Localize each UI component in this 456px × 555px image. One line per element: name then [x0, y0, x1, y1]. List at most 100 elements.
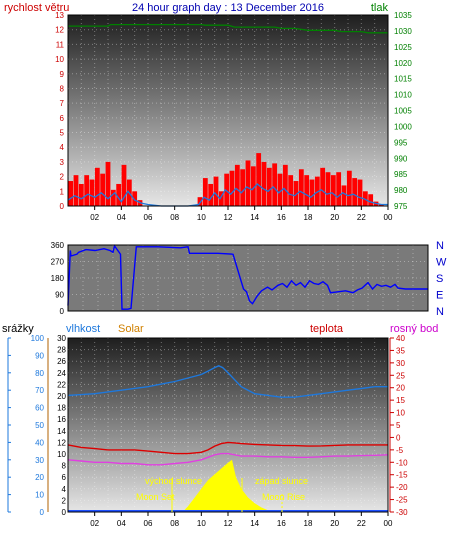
time-tick-label: 18	[304, 519, 313, 528]
time-tick-label: 18	[304, 213, 313, 222]
time-tick-label: 00	[384, 213, 393, 222]
gust-bar	[298, 169, 304, 206]
solar-tick-label: 30	[57, 334, 66, 343]
panel-wind-pressure: rychlost větru 24 hour graph day : 13 De…	[4, 2, 412, 222]
time-tick-label: 16	[277, 213, 286, 222]
gust-bar	[197, 197, 203, 206]
wind-speed-tick-label: 5	[60, 129, 65, 138]
wind-speed-tick-label: 1	[60, 187, 65, 196]
pressure-tick-label: 975	[394, 202, 408, 211]
sunset-annotation: západ slunce	[255, 476, 308, 486]
wind-speed-tick-label: 12	[55, 26, 64, 35]
gust-bar	[250, 166, 256, 206]
pressure-ticks: 975 980 985 990 995 1000 1005 1010 1015 1020 1025 1…	[394, 11, 412, 211]
temperature-tick-label: 40	[396, 334, 405, 343]
temperature-tick-label: 35	[396, 346, 405, 355]
gust-bar	[245, 160, 251, 206]
solar-tick-label: 2	[62, 496, 67, 505]
panel-1-time-ticks: 02 04 06 08 10 12 14 16 18 20 22 00	[90, 206, 393, 222]
gust-bar	[309, 179, 315, 206]
humidity-tick-label: 40	[35, 438, 44, 447]
temperature-tick-label: -5	[396, 446, 404, 455]
humidity-label: vlhkost	[66, 323, 100, 335]
gust-bar	[89, 179, 95, 206]
solar-label: Solar	[118, 323, 144, 335]
gust-bar	[68, 181, 74, 206]
wind-direction-degree-label: 180	[51, 274, 65, 283]
solar-tick-label: 8	[62, 462, 67, 471]
gust-bar	[84, 175, 90, 206]
time-tick-label: 20	[330, 213, 339, 222]
humidity-tick-label: 80	[35, 369, 44, 378]
gust-bar	[261, 161, 267, 206]
solar-tick-label: 14	[57, 427, 66, 436]
time-tick-label: 10	[197, 213, 206, 222]
gust-bar	[362, 191, 368, 206]
rain-ticks: 0 10 20 30 40 50 60 70 80 90 100	[8, 334, 45, 517]
compass-label: N	[436, 240, 444, 252]
time-tick-label: 22	[357, 213, 366, 222]
wind-speed-tick-label: 0	[60, 202, 65, 211]
gust-bar	[100, 173, 106, 206]
temperature-tick-label: 15	[396, 396, 405, 405]
gust-bar	[336, 172, 342, 206]
solar-tick-label: 24	[57, 369, 66, 378]
pressure-tick-label: 985	[394, 170, 408, 179]
gust-bar	[277, 173, 283, 206]
gust-bar	[121, 164, 127, 206]
temperature-label: teplota	[310, 323, 344, 335]
temperature-tick-label: 25	[396, 371, 405, 380]
time-tick-label: 22	[357, 519, 366, 528]
gust-bar	[116, 183, 122, 206]
solar-tick-label: 6	[62, 473, 67, 482]
gust-bar	[224, 173, 230, 206]
temperature-tick-label: -20	[396, 483, 408, 492]
temperature-line	[67, 441, 388, 455]
wind-direction-degree-ticks: 0 90 180 270 360	[51, 241, 65, 316]
pressure-tick-label: 1000	[394, 122, 412, 131]
wind-speed-tick-label: 11	[56, 40, 65, 49]
wind-direction-degree-label: 270	[51, 258, 65, 267]
compass-label: S	[436, 273, 443, 285]
wind-speed-tick-label: 8	[60, 84, 65, 93]
time-tick-label: 02	[90, 519, 99, 528]
wind-speed-tick-label: 13	[55, 11, 64, 20]
solar-tick-label: 16	[57, 415, 66, 424]
time-tick-label: 20	[330, 519, 339, 528]
wind-speed-tick-label: 4	[60, 143, 65, 152]
wind-direction-degree-label: 0	[60, 307, 65, 316]
temperature-tick-label: -30	[396, 508, 408, 517]
chart-title: 24 hour graph day : 13 December 2016	[132, 2, 324, 14]
pressure-tick-label: 995	[394, 138, 408, 147]
gust-bar	[208, 183, 214, 206]
pressure-tick-label: 990	[394, 154, 408, 163]
pressure-tick-label: 1025	[394, 43, 412, 52]
time-tick-label: 06	[144, 213, 153, 222]
compass-label: E	[436, 290, 443, 302]
solar-tick-label: 20	[57, 392, 66, 401]
gust-bar	[234, 164, 240, 206]
gust-bar	[288, 175, 294, 206]
gust-bar	[272, 163, 278, 206]
dewpoint-label: rosný bod	[390, 323, 438, 335]
gust-bar	[256, 153, 262, 206]
panel-3-time-ticks: 02 04 06 08 10 12 14 16 18 20 22 00	[90, 512, 393, 528]
time-tick-label: 14	[250, 519, 259, 528]
gust-bar	[132, 191, 138, 206]
humidity-tick-label: 50	[35, 421, 44, 430]
solar-tick-label: 4	[62, 485, 67, 494]
gust-bar	[368, 194, 374, 206]
wind-direction-line	[67, 244, 428, 310]
wind-speed-label: rychlost větru	[4, 2, 69, 14]
wind-direction-degree-label: 90	[55, 291, 64, 300]
humidity-tick-label: 70	[35, 386, 44, 395]
gust-bar	[73, 175, 79, 206]
temperature-tick-label: -10	[396, 458, 408, 467]
humidity-tick-label: 90	[35, 351, 44, 360]
humidity-tick-label: 10	[35, 491, 44, 500]
time-tick-label: 12	[224, 519, 233, 528]
pressure-tick-label: 1035	[394, 11, 412, 20]
solar-tick-label: 12	[57, 438, 66, 447]
